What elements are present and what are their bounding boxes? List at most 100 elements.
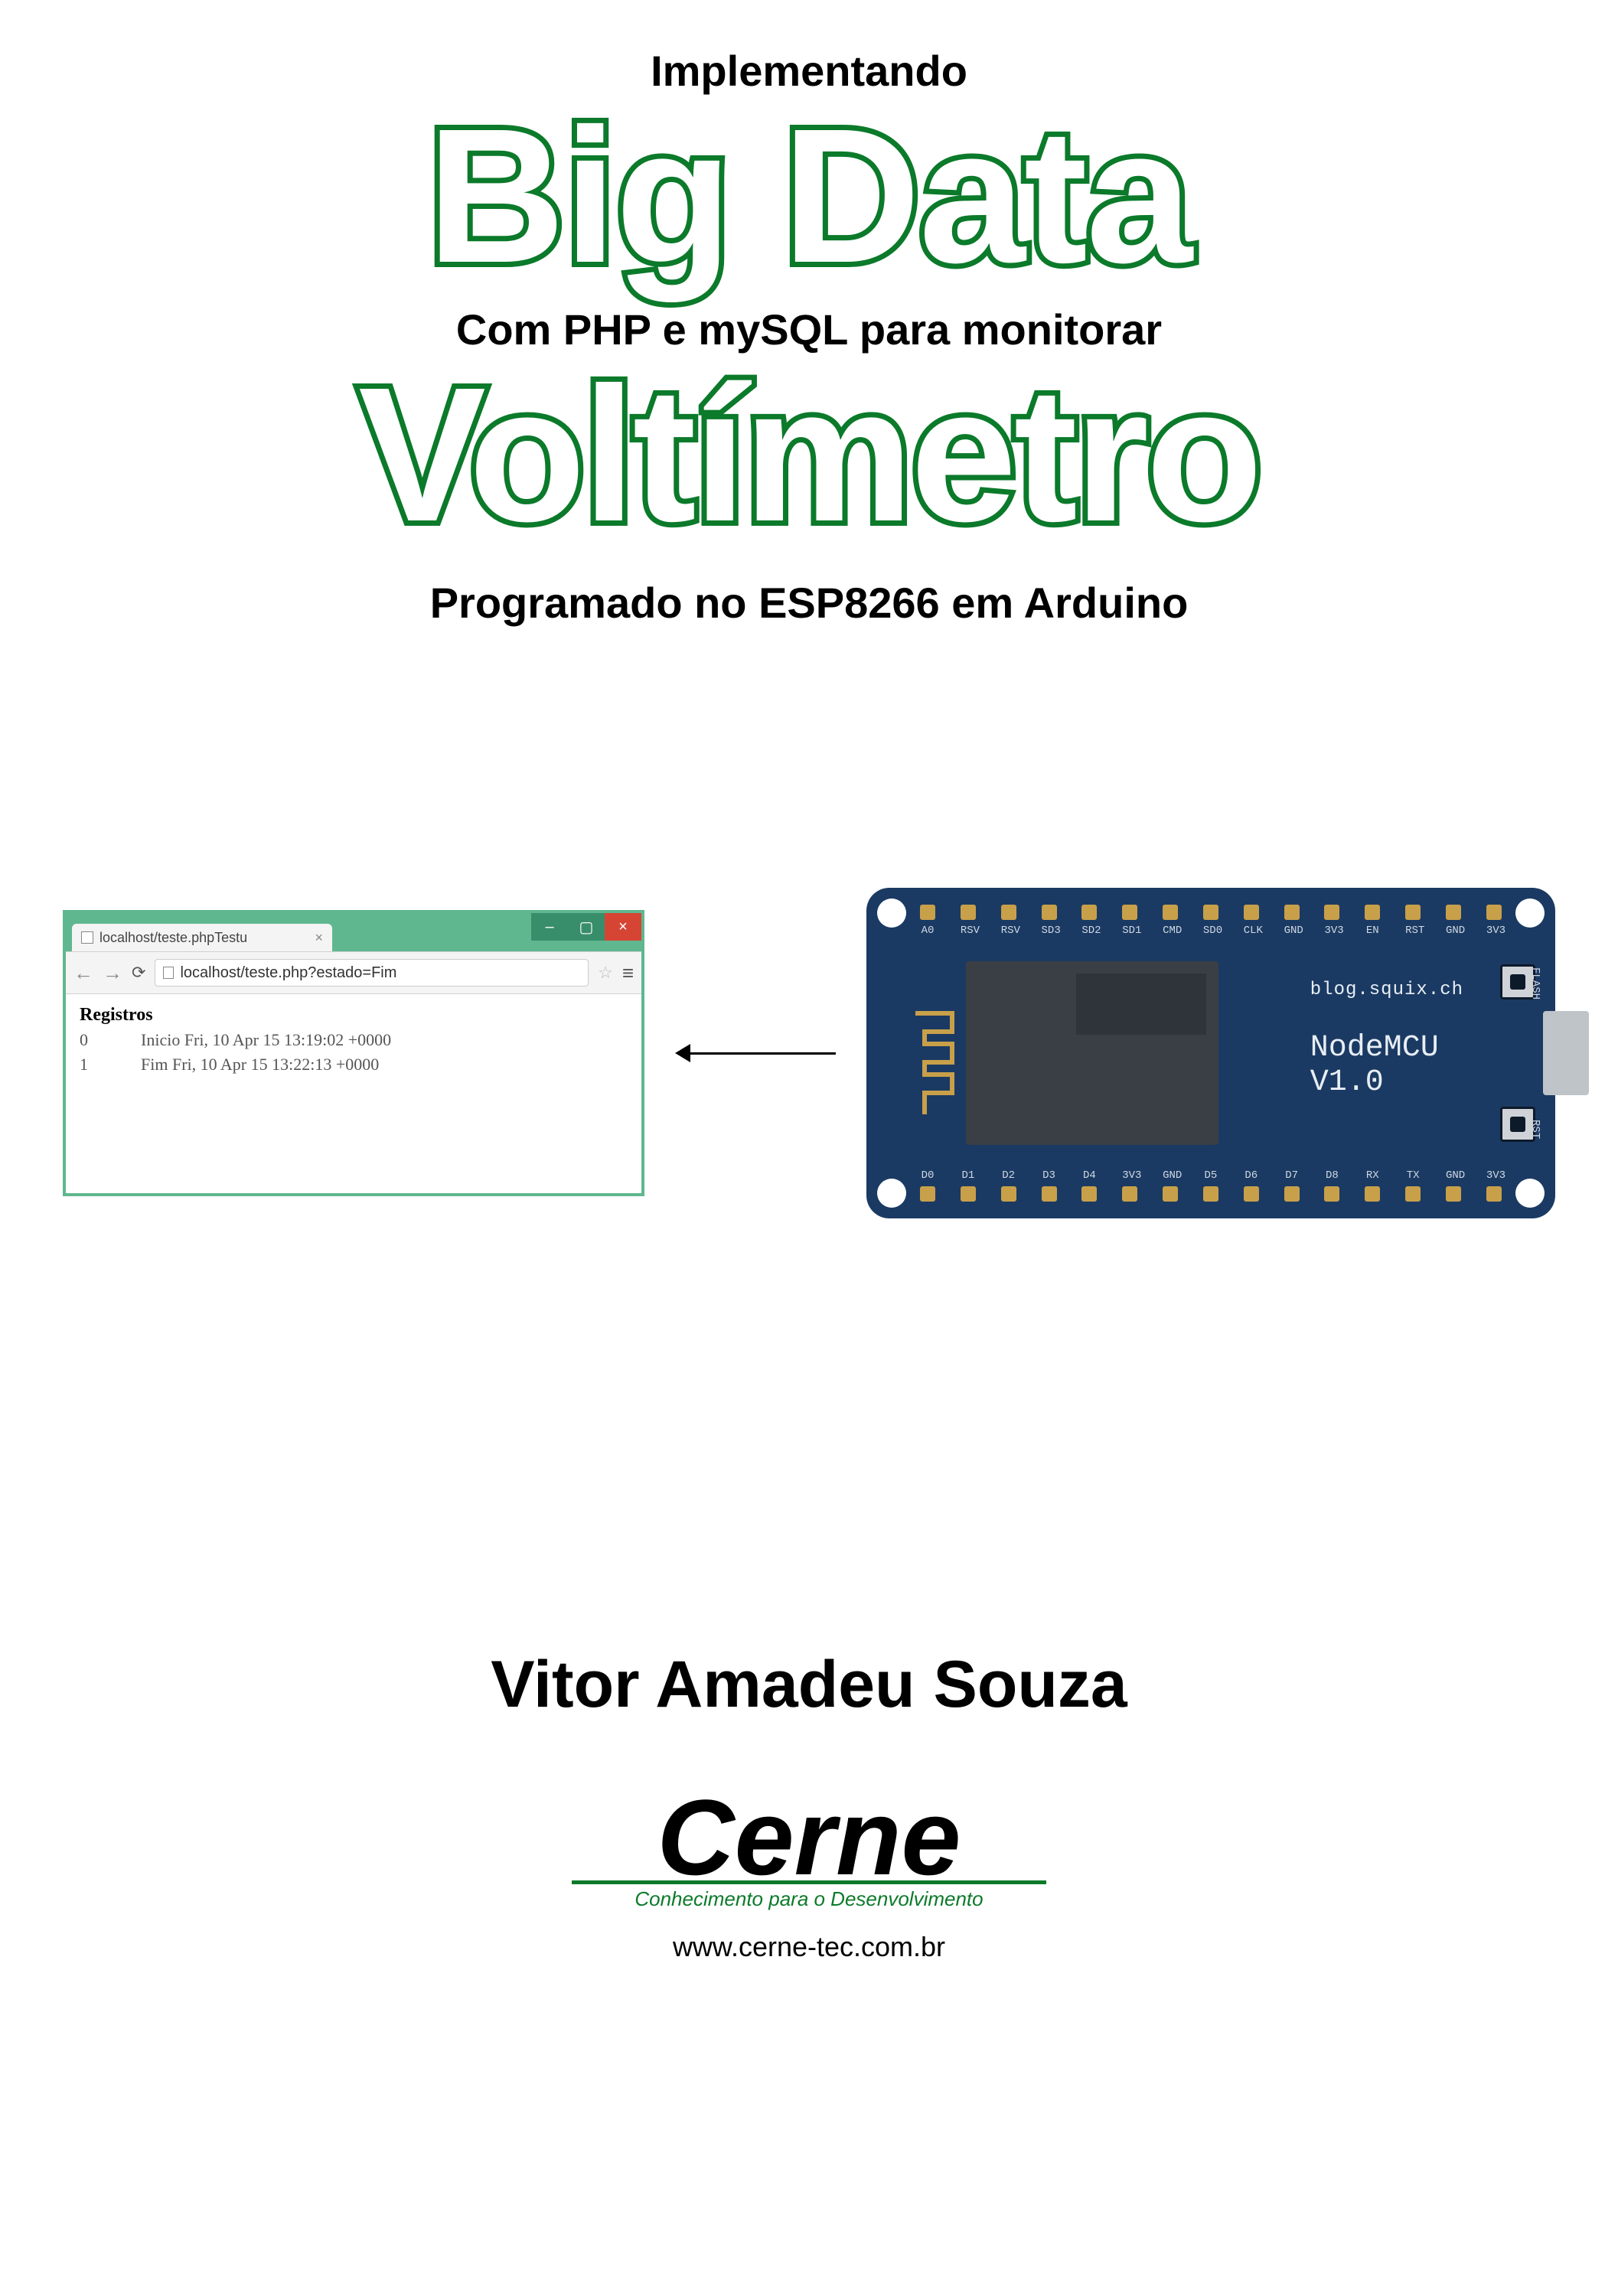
pin	[1203, 1186, 1218, 1202]
pin	[1081, 1186, 1097, 1202]
pin-label: RSV	[961, 925, 976, 937]
pin	[1284, 905, 1300, 920]
title-block: Implementando Big Data Com PHP e mySQL p…	[358, 46, 1260, 628]
pin	[1122, 1186, 1137, 1202]
record-row: 0 Inicio Fri, 10 Apr 15 13:19:02 +0000	[80, 1030, 628, 1050]
browser-tab[interactable]: localhost/teste.phpTestu ×	[72, 924, 332, 951]
pin-label: D8	[1324, 1169, 1339, 1182]
browser-window: localhost/teste.phpTestu × – ▢ × ← → ⟳ l…	[63, 910, 644, 1196]
pin	[1365, 905, 1380, 920]
pin-label: GND	[1284, 925, 1300, 937]
tab-title: localhost/teste.phpTestu	[99, 930, 247, 946]
esp-chip	[966, 961, 1218, 1145]
maximize-button[interactable]: ▢	[568, 913, 605, 941]
diagram-row: localhost/teste.phpTestu × – ▢ × ← → ⟳ l…	[46, 888, 1572, 1218]
title-big1: Big Data	[358, 96, 1260, 297]
pin	[1365, 1186, 1380, 1202]
pin	[1001, 1186, 1016, 1202]
tab-close-icon[interactable]: ×	[315, 930, 323, 946]
pin-label: SD3	[1042, 925, 1057, 937]
browser-body: Registros 0 Inicio Fri, 10 Apr 15 13:19:…	[66, 994, 641, 1193]
arrow-shaft	[690, 1052, 836, 1055]
pin-label: D3	[1042, 1169, 1057, 1182]
pin	[1486, 905, 1502, 920]
pin-label: GND	[1446, 1169, 1461, 1182]
window-controls: – ▢ ×	[531, 913, 641, 941]
mount-hole	[1515, 1179, 1545, 1208]
url-input[interactable]: localhost/teste.php?estado=Fim	[155, 959, 589, 987]
pin-label: RX	[1365, 1169, 1380, 1182]
records-heading: Registros	[80, 1005, 628, 1026]
record-index: 0	[80, 1030, 95, 1050]
pin	[1244, 905, 1259, 920]
record-text: Inicio Fri, 10 Apr 15 13:19:02 +0000	[141, 1030, 391, 1050]
reload-icon[interactable]: ⟳	[132, 963, 145, 983]
pin	[1446, 905, 1461, 920]
pin	[1284, 1186, 1300, 1202]
forward-icon[interactable]: →	[103, 961, 122, 985]
reset-label: RST	[1529, 1120, 1541, 1139]
url-text: localhost/teste.php?estado=Fim	[180, 964, 396, 982]
browser-tabbar: localhost/teste.phpTestu × – ▢ ×	[66, 913, 641, 951]
pin-label: 3V3	[1486, 925, 1502, 937]
pin	[961, 905, 976, 920]
pin-label: D6	[1244, 1169, 1259, 1182]
pin	[1001, 905, 1016, 920]
flow-arrow	[675, 1044, 836, 1062]
pin-labels-top: A0RSVRSVSD3SD2SD1CMDSD0CLKGND3V3ENRSTGND…	[920, 925, 1502, 937]
minimize-button[interactable]: –	[531, 913, 568, 941]
pin-label: RSV	[1001, 925, 1016, 937]
board-blog: blog.squix.ch	[1310, 980, 1463, 1000]
pin-label: D0	[920, 1169, 935, 1182]
board-name: NodeMCU	[1310, 1031, 1463, 1065]
pin	[1324, 1186, 1339, 1202]
pin-label: GND	[1163, 1169, 1178, 1182]
pin	[1203, 905, 1218, 920]
pin-label: 3V3	[1324, 925, 1339, 937]
mount-hole	[877, 1179, 906, 1208]
close-button[interactable]: ×	[605, 913, 641, 941]
page-icon	[81, 931, 93, 944]
board-wrap: A0RSVRSVSD3SD2SD1CMDSD0CLKGND3V3ENRSTGND…	[866, 888, 1555, 1218]
pin-label: D4	[1081, 1169, 1097, 1182]
publisher-block: Cerne Conhecimento para o Desenvolviment…	[572, 1784, 1046, 1963]
pin-label: EN	[1365, 925, 1380, 937]
title-line5: Programado no ESP8266 em Arduino	[358, 578, 1260, 628]
pin	[1244, 1186, 1259, 1202]
publisher-tagline: Conhecimento para o Desenvolvimento	[572, 1887, 1046, 1911]
pin	[1081, 905, 1097, 920]
mount-hole	[877, 899, 906, 928]
publisher-logo: Cerne	[572, 1784, 1046, 1891]
pin-label: D5	[1203, 1169, 1218, 1182]
pin	[920, 905, 935, 920]
pin	[920, 1186, 935, 1202]
pin-label: GND	[1446, 925, 1461, 937]
menu-icon[interactable]: ≡	[622, 961, 634, 985]
pin-row-bottom	[920, 1186, 1502, 1202]
pin	[1405, 905, 1421, 920]
pin-label: 3V3	[1122, 1169, 1137, 1182]
pin	[1324, 905, 1339, 920]
nodemcu-board: A0RSVRSVSD3SD2SD1CMDSD0CLKGND3V3ENRSTGND…	[866, 888, 1555, 1218]
arrow-head-icon	[675, 1044, 690, 1062]
pin-label: A0	[920, 925, 935, 937]
pin-labels-bottom: D0D1D2D3D43V3GNDD5D6D7D8RXTXGND3V3	[920, 1169, 1502, 1182]
board-labels: blog.squix.ch NodeMCU V1.0	[1310, 980, 1463, 1100]
mount-hole	[1515, 899, 1545, 928]
pin-label: D2	[1001, 1169, 1016, 1182]
record-text: Fim Fri, 10 Apr 15 13:22:13 +0000	[141, 1055, 379, 1075]
pin-label: SD2	[1081, 925, 1097, 937]
pin	[1163, 1186, 1178, 1202]
doc-icon	[163, 967, 174, 979]
publisher-url: www.cerne-tec.com.br	[572, 1931, 1046, 1963]
usb-port-icon	[1543, 1011, 1589, 1095]
pin	[1042, 1186, 1057, 1202]
pin	[1042, 905, 1057, 920]
pin	[1163, 905, 1178, 920]
board-version: V1.0	[1310, 1065, 1463, 1100]
pin	[961, 1186, 976, 1202]
back-icon[interactable]: ←	[73, 961, 93, 985]
flash-label: FLASH	[1529, 967, 1541, 1000]
bookmark-icon[interactable]: ☆	[598, 963, 613, 983]
antenna-icon	[912, 1010, 955, 1117]
